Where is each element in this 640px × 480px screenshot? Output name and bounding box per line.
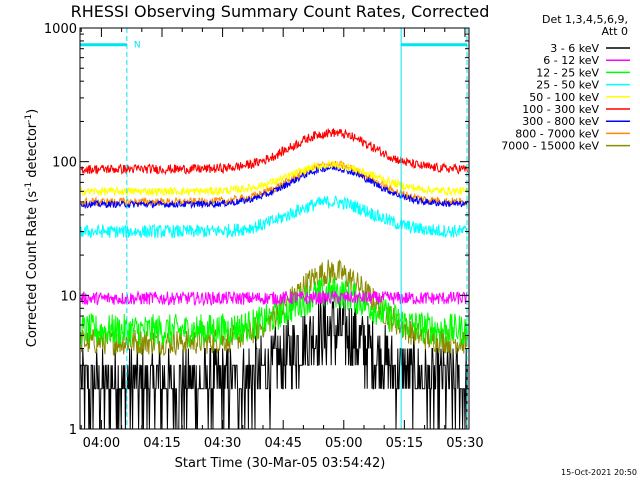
legend-label: 100 - 300 keV bbox=[522, 103, 599, 116]
y-tick-label: 100 bbox=[52, 156, 77, 171]
x-tick-label: 04:15 bbox=[143, 436, 180, 451]
y-tick-label: 10 bbox=[60, 289, 77, 304]
legend-label: 6 - 12 keV bbox=[543, 54, 599, 67]
legend-header-line: Att 0 bbox=[602, 25, 628, 38]
x-axis-label: Start Time (30-Mar-05 03:54:42) bbox=[175, 456, 386, 471]
x-tick-label: 04:00 bbox=[83, 436, 120, 451]
series-line bbox=[80, 195, 468, 239]
series-line bbox=[80, 163, 468, 210]
x-axis: 04:00 04:15 04:30 04:45 05:00 05:15 05:30 bbox=[80, 28, 484, 451]
footer-timestamp: 15-Oct-2021 20:50 bbox=[561, 468, 637, 477]
y-axis-label-part: ) bbox=[25, 109, 40, 114]
y-axis-label: Corrected Count Rate (s-1 detector-1) bbox=[24, 109, 40, 347]
legend-label: 800 - 7000 keV bbox=[515, 127, 599, 140]
series-line bbox=[80, 277, 468, 347]
legend-header: Det 1,3,4,5,6,9,Att 0 bbox=[542, 13, 628, 38]
series-line bbox=[80, 159, 468, 198]
series-line bbox=[80, 295, 468, 430]
series-line bbox=[80, 160, 468, 207]
plot-frame bbox=[79, 27, 470, 430]
legend-label: 25 - 50 keV bbox=[536, 79, 599, 92]
y-axis: 1 10 100 1000 bbox=[44, 22, 469, 438]
legend-label: 12 - 25 keV bbox=[536, 66, 599, 79]
x-tick-label: 05:00 bbox=[325, 436, 362, 451]
series-line bbox=[80, 128, 468, 176]
legend-header-line: Det 1,3,4,5,6,9, bbox=[542, 13, 628, 26]
legend-label: 3 - 6 keV bbox=[550, 42, 599, 55]
legend-label: 50 - 100 keV bbox=[529, 91, 599, 104]
y-axis-label-part: -1 bbox=[24, 114, 34, 123]
x-tick-label: 05:30 bbox=[446, 436, 483, 451]
legend-label: 7000 - 15000 keV bbox=[501, 140, 599, 153]
y-axis-label-part: Corrected Count Rate (s bbox=[25, 191, 40, 348]
y-tick-label: 1000 bbox=[44, 22, 77, 37]
plot-area bbox=[80, 128, 468, 430]
legend-label: 300 - 800 keV bbox=[522, 115, 599, 128]
y-axis-label-part: detector bbox=[25, 122, 40, 182]
x-tick-label: 05:15 bbox=[386, 436, 423, 451]
y-axis-label-part: -1 bbox=[24, 182, 34, 191]
x-tick-label: 04:45 bbox=[264, 436, 301, 451]
x-tick-label: 04:30 bbox=[204, 436, 241, 451]
chart-title: RHESSI Observing Summary Count Rates, Co… bbox=[71, 2, 490, 21]
flag-label: N bbox=[134, 41, 141, 51]
series-line bbox=[80, 289, 468, 307]
y-tick-label: 1 bbox=[69, 423, 77, 438]
